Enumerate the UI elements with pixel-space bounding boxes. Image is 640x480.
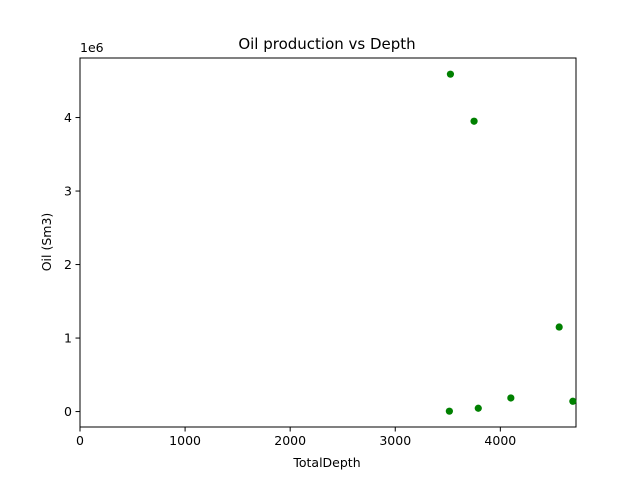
y-tick-label: 4 <box>64 110 72 125</box>
y-tick-label: 2 <box>64 257 72 272</box>
data-point <box>507 394 515 402</box>
y-tick-label: 0 <box>64 404 72 419</box>
data-point <box>569 397 577 405</box>
data-point <box>555 323 563 331</box>
y-axis-label: Oil (Sm3) <box>39 213 54 272</box>
x-tick-label: 3000 <box>379 433 411 448</box>
x-axis-label: TotalDepth <box>292 455 360 470</box>
x-tick-label: 0 <box>76 433 84 448</box>
data-point <box>474 404 482 412</box>
y-axis-offset-text: 1e6 <box>80 40 104 55</box>
data-point <box>446 70 455 78</box>
axes-frame <box>79 57 577 428</box>
x-tick-label: 2000 <box>274 433 306 448</box>
x-tick-label: 4000 <box>484 433 516 448</box>
y-tick-label: 3 <box>64 184 72 199</box>
data-point <box>470 117 478 125</box>
y-tick-label: 1 <box>64 331 72 346</box>
x-tick-label: 1000 <box>169 433 201 448</box>
plot-area: 0 1000 2000 3000 4000 0 1 2 3 4 <box>64 57 577 448</box>
data-point <box>445 407 453 415</box>
chart-title: Oil production vs Depth <box>238 35 415 53</box>
